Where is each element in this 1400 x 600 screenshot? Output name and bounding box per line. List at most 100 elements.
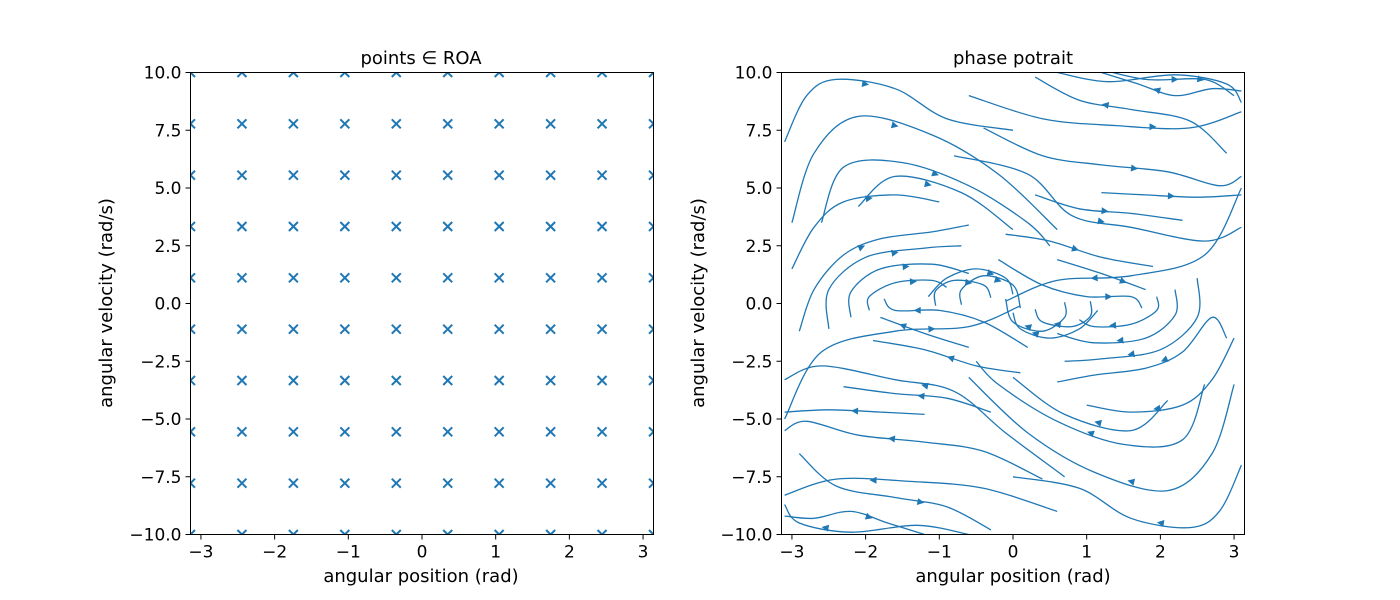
scatter-point xyxy=(190,375,196,386)
streamline-arrow xyxy=(1119,277,1127,284)
streamline xyxy=(975,360,1206,448)
scatter-point xyxy=(442,375,453,386)
streamline-arrow xyxy=(928,325,936,333)
scatter-point xyxy=(545,221,556,232)
scatter-point xyxy=(648,272,654,284)
x-tick-label: 1 xyxy=(490,543,501,563)
scatter-point xyxy=(236,169,248,181)
scatter-point xyxy=(442,118,453,130)
scatter-point xyxy=(442,221,453,232)
scatter-point xyxy=(391,323,402,335)
scatter-point xyxy=(648,169,654,181)
scatter-point xyxy=(648,72,654,78)
streamline-arrow xyxy=(890,121,899,129)
scatter-point xyxy=(648,118,654,130)
scatter-point xyxy=(493,323,505,335)
streamline-arrow xyxy=(1130,164,1139,172)
scatter-point xyxy=(493,118,505,130)
streamline xyxy=(953,155,1242,242)
scatter-point xyxy=(236,426,248,438)
scatter-point xyxy=(545,529,556,535)
scatter-point xyxy=(442,323,453,335)
streamline-arrow xyxy=(947,355,955,363)
scatter-point xyxy=(288,426,299,438)
y-tick-label: 2.5 xyxy=(745,237,772,257)
streamline xyxy=(825,245,962,329)
scatter-point xyxy=(442,169,453,181)
scatter-point xyxy=(545,375,556,386)
scatter-point xyxy=(236,477,248,489)
streamline xyxy=(866,279,948,311)
streamline-arrow xyxy=(1153,87,1162,95)
streamline-arrow xyxy=(864,512,873,520)
scatter-point xyxy=(236,272,248,284)
streamline xyxy=(1012,464,1242,529)
scatter-point xyxy=(391,375,402,386)
scatter-point xyxy=(190,118,196,130)
scatter-point xyxy=(442,529,453,535)
streamline-arrow xyxy=(1156,520,1165,527)
scatter-point xyxy=(288,375,299,386)
scatter-point xyxy=(288,72,299,78)
y-tick-label: −5.0 xyxy=(140,410,181,430)
scatter-point xyxy=(391,169,402,181)
x-tick-label: −2 xyxy=(262,543,287,563)
streamline xyxy=(1004,298,1067,332)
scatter-panel: points ∈ ROA −3 −2 −1 0 1 2 3 10.0 7.5 5.0 2.5 0.0… xyxy=(96,48,654,587)
scatter-point xyxy=(493,72,505,78)
streamline-arrow xyxy=(891,249,899,257)
scatter-point xyxy=(339,169,351,181)
scatter-point xyxy=(545,272,556,284)
scatter-y-axis-label: angular velocity (rad/s) xyxy=(96,198,117,408)
scatter-point xyxy=(236,221,248,232)
scatter-point xyxy=(648,477,654,489)
scatter-point xyxy=(493,272,505,284)
scatter-point xyxy=(493,426,505,438)
streamline xyxy=(857,175,1014,231)
streamline-arrow xyxy=(1149,123,1157,131)
scatter-point xyxy=(442,477,453,489)
y-tick-label: 10.0 xyxy=(735,64,773,84)
scatter-point xyxy=(648,375,654,386)
streamline-arrow xyxy=(899,323,907,330)
phase-portrait-axes-frame xyxy=(781,72,1245,535)
x-tick-label: 0 xyxy=(1008,543,1019,563)
streamline-arrow xyxy=(1031,331,1040,338)
scatter-point xyxy=(545,118,556,130)
streamline xyxy=(1034,76,1228,154)
x-tick-label: −3 xyxy=(188,543,213,563)
streamline xyxy=(968,94,1242,130)
scatter-point xyxy=(190,323,196,335)
streamline xyxy=(968,376,1235,492)
scatter-point xyxy=(391,426,402,438)
streamline-arrow xyxy=(931,169,939,177)
streamline xyxy=(880,316,969,349)
streamline xyxy=(1057,316,1228,383)
streamline-arrow xyxy=(1105,293,1113,301)
scatter-point xyxy=(391,529,402,535)
scatter-point xyxy=(288,529,299,535)
scatter-point xyxy=(596,169,608,181)
streamline-arrow xyxy=(857,245,866,252)
x-tick-label: −3 xyxy=(779,543,804,563)
scatter-point xyxy=(339,529,351,535)
scatter-point xyxy=(391,477,402,489)
scatter-title: points ∈ ROA xyxy=(360,48,482,69)
scatter-marker-group xyxy=(190,72,654,535)
streamline xyxy=(798,453,992,531)
streamline-arrow xyxy=(1090,274,1098,282)
streamline-arrow xyxy=(1087,430,1095,438)
y-tick-label: 10.0 xyxy=(144,64,182,84)
streamline-arrow xyxy=(1109,321,1117,329)
streamline xyxy=(798,224,969,332)
phase-portrait-x-ticks: −3 −2 −1 0 1 2 3 xyxy=(779,534,1239,563)
scatter-point xyxy=(339,426,351,438)
streamline xyxy=(883,298,1029,348)
streamline-arrow xyxy=(986,269,995,276)
phase-portrait-panel: phase potrait −3 −2 −1 0 1 2 3 10.0 7.5 5.0 2.5 0.… xyxy=(688,48,1245,587)
scatter-point xyxy=(648,426,654,438)
streamline-arrow xyxy=(1167,192,1175,200)
scatter-point xyxy=(391,272,402,284)
streamline xyxy=(1086,337,1235,413)
